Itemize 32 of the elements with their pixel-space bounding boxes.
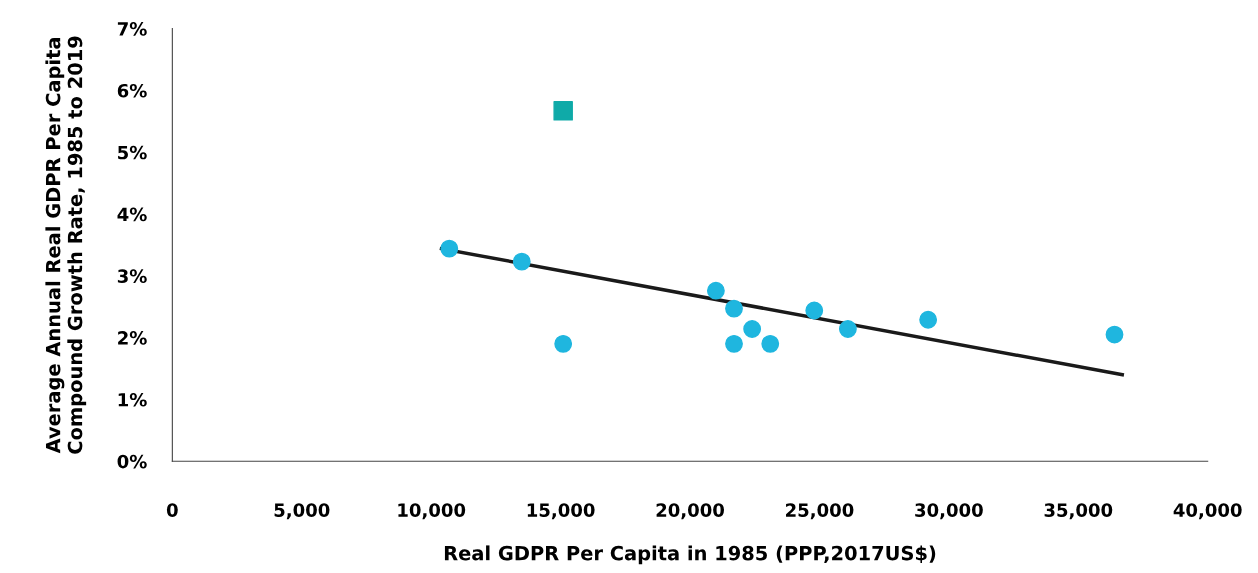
point xyxy=(919,310,938,329)
x-tick-label: 35,000 xyxy=(1044,503,1113,520)
y-tick-label: 3% xyxy=(117,269,147,283)
point xyxy=(761,334,780,353)
x-tick-label: 20,000 xyxy=(656,503,724,520)
y-tick-label: 5% xyxy=(118,145,147,160)
point xyxy=(512,252,531,271)
y-tick-label: 1% xyxy=(118,392,147,407)
point xyxy=(838,320,857,338)
x-tick-label: 0 xyxy=(166,503,178,517)
y-tick-label: 7% xyxy=(117,22,147,36)
point xyxy=(1105,325,1124,344)
y-tick-label: 6% xyxy=(117,83,147,98)
point xyxy=(725,299,743,318)
x-tick-label: 10,000 xyxy=(398,503,466,520)
x-axis-title: Real GDPR Per Capita in 1985 (PPP,2017US$) xyxy=(444,545,936,565)
y-tick-label: 2% xyxy=(118,331,147,345)
x-tick-label: 25,000 xyxy=(786,503,854,520)
y-tick-label: 4% xyxy=(117,207,147,222)
point xyxy=(440,239,459,258)
x-tick-label: 30,000 xyxy=(915,503,983,520)
point xyxy=(554,334,573,353)
point xyxy=(725,334,743,353)
x-tick-label: 40,000 xyxy=(1173,503,1242,520)
x-tick-label: 5,000 xyxy=(274,503,330,520)
y-tick-label: 0% xyxy=(117,454,147,469)
x-tick-label: 15,000 xyxy=(527,503,595,520)
point xyxy=(553,101,573,121)
point xyxy=(805,301,824,320)
y-axis-title: Average Annual Real GDPR Per Capita Compound Growth Rate, 1985 to 2019 xyxy=(45,36,87,454)
point xyxy=(743,320,762,338)
point xyxy=(706,281,725,300)
